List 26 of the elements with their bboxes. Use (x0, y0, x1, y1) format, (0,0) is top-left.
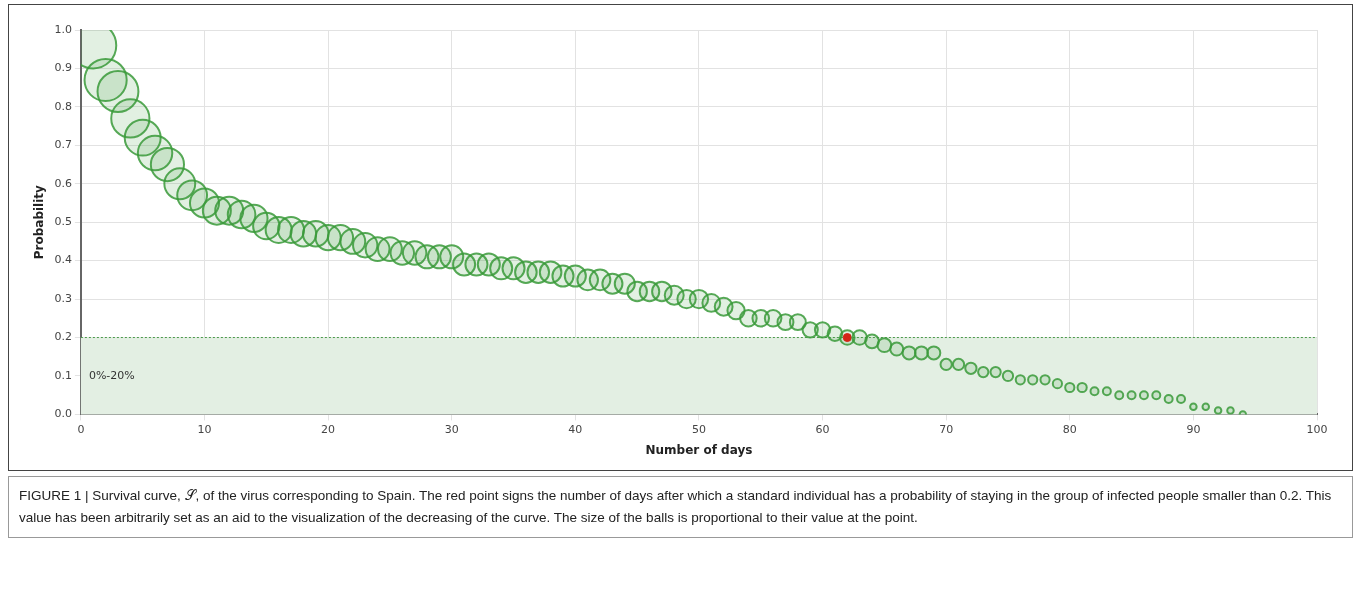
y-tick-label: 0.2 (54, 330, 72, 344)
y-tick-label: 1.0 (54, 22, 72, 36)
x-tick-label: 80 (1062, 422, 1077, 436)
band-label: 0%-20% (88, 368, 135, 382)
y-axis-title: Probability (32, 184, 47, 260)
y-tick-label: 0.1 (54, 368, 72, 382)
caption: FIGURE 1 | Survival curve, 𝒮, of the virus corresponding to Spain. The red point signs the number of days after which a standard individual has a probability of staying in the group of infected people smaller than 0.2. This value has been arbitrarily set as an aid to the visualization of the decreasing of the curve. The size of the balls is proportional to their value at the point. (8, 476, 1353, 538)
x-tick-label: 40 (568, 422, 583, 436)
y-tick-label: 0.3 (54, 291, 72, 305)
y-tick-label: 0.8 (54, 99, 72, 113)
x-tick-label: 20 (321, 422, 336, 436)
y-tick-label: 0.0 (54, 407, 72, 421)
x-tick-label: 10 (197, 422, 212, 436)
y-tick-label: 0.4 (54, 253, 72, 267)
x-tick-label: 70 (939, 422, 954, 436)
x-tick-label: 30 (444, 422, 459, 436)
x-tick-label: 60 (815, 422, 830, 436)
x-tick-label: 90 (1186, 422, 1201, 436)
y-tick-label: 0.9 (54, 61, 72, 75)
x-tick-label: 100 (1306, 422, 1328, 436)
y-tick-label: 0.7 (54, 138, 72, 152)
x-tick-label: 0 (77, 422, 85, 436)
y-tick-label: 0.5 (54, 215, 72, 229)
x-axis-title: Number of days (645, 442, 753, 457)
x-tick-label: 50 (691, 422, 706, 436)
y-tick-label: 0.6 (54, 176, 72, 190)
